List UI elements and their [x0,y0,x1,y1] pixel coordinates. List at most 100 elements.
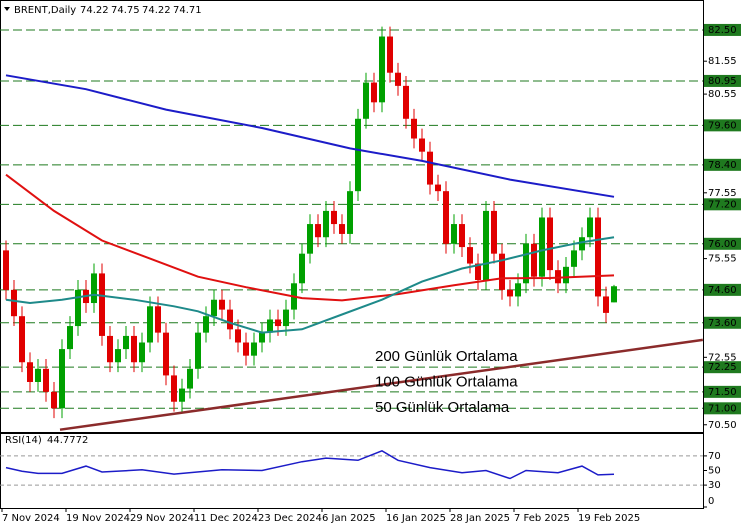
candle-body [603,296,609,313]
y-tick-label: 70.50 [708,420,737,431]
candle-body [579,237,585,251]
candle-body [419,138,425,152]
level-box [704,119,741,132]
candle-body [171,375,177,402]
y-tick-label: 50 [708,466,721,477]
ohlc-low: 74.22 [142,5,171,16]
level-box [704,283,741,296]
candle-body [531,243,537,277]
level-label: 74.60 [708,285,737,296]
candle-body [435,184,441,192]
x-tick-label: 19 Feb 2025 [578,513,640,524]
candle-body [371,82,377,103]
y-tick-label: 81.55 [708,56,737,67]
y-tick-label: 80.55 [708,89,737,100]
level-label: 79.60 [708,120,737,131]
x-tick-label: 23 Dec 2024 [258,513,322,524]
level-label: 80.95 [708,76,737,87]
candle-body [539,217,545,277]
menu-arrow [4,7,10,11]
level-box [704,385,741,398]
rsi-panel [0,433,704,509]
candle-body [459,224,465,248]
level-box [704,198,741,211]
trend-line [59,338,703,431]
candle-body [11,289,17,317]
level-box [704,402,741,415]
candle-body [243,342,249,356]
candle-body [163,332,169,376]
candle-body [483,210,489,280]
level-label: 72.25 [708,362,737,373]
chart-title: BRENT,Daily [14,5,76,16]
candle-body [115,349,121,363]
candle-body [275,319,281,327]
candle-body [595,217,601,297]
x-tick-label: 19 Nov 2024 [66,513,130,524]
candle-body [563,266,569,284]
x-tick-label: 11 Dec 2024 [194,513,258,524]
candle-body [51,391,57,409]
candle-body [499,253,505,290]
candle-body [611,286,617,303]
candle-body [387,36,393,73]
level-box [704,237,741,250]
candle-body [99,273,105,336]
candle-body [211,299,217,317]
x-tick-label: 6 Jan 2025 [322,513,376,524]
ohlc-close: 74.71 [173,5,202,16]
rsi-value: 44.7772 [47,435,88,446]
candle-body [187,368,193,389]
level-box [704,74,741,87]
candle-body [43,368,49,392]
candle-body [379,36,385,103]
level-label: 82.50 [708,25,737,36]
candle-body [307,224,313,254]
level-label: 71.50 [708,387,737,398]
candle-body [547,217,553,271]
level-box [704,23,741,36]
candle-body [139,342,145,363]
x-tick-label: 28 Jan 2025 [450,513,510,524]
level-label: 73.60 [708,318,737,329]
candle-body [315,224,321,238]
y-tick-label: 30 [708,480,721,491]
moving-average [5,173,615,302]
candle-body [203,316,209,333]
candle-body [35,368,41,382]
candle-body [451,224,457,244]
candle-body [259,332,265,343]
candle-body [411,118,417,139]
candle-body [123,335,129,350]
level-label: 77.20 [708,199,737,210]
candle-body [475,263,481,280]
candle-body [523,243,529,284]
x-tick-label: 16 Jan 2025 [386,513,446,524]
candle-body [219,299,225,310]
y-tick-label: 70 [708,451,721,462]
y-tick-label: 77.55 [708,188,737,199]
candle-body [515,283,521,297]
x-tick-label: 29 Nov 2024 [130,513,194,524]
overlay: 81.55 80.55 77.55 75.55 72.55 70.50 82.50 80.95… [1,23,741,524]
candle-body [19,316,25,363]
ohlc-high: 74.75 [111,5,140,16]
level-label: 78.40 [708,160,737,171]
level-label: 76.00 [708,239,737,250]
candle-body [155,306,161,333]
legend-label: 50 Günlük Ortalama [375,399,510,416]
candle-body [75,289,81,327]
candle-body [587,217,593,238]
level-box [704,316,741,329]
candle-body [331,210,337,225]
level-box [704,158,741,171]
candle-body [147,306,153,343]
candle-body [467,247,473,264]
candle-body [323,210,329,238]
main-plot [0,26,703,431]
y-tick-label: 72.55 [708,352,737,363]
candle-body [251,342,257,356]
candle-body [91,273,97,304]
candle-body [299,253,305,284]
